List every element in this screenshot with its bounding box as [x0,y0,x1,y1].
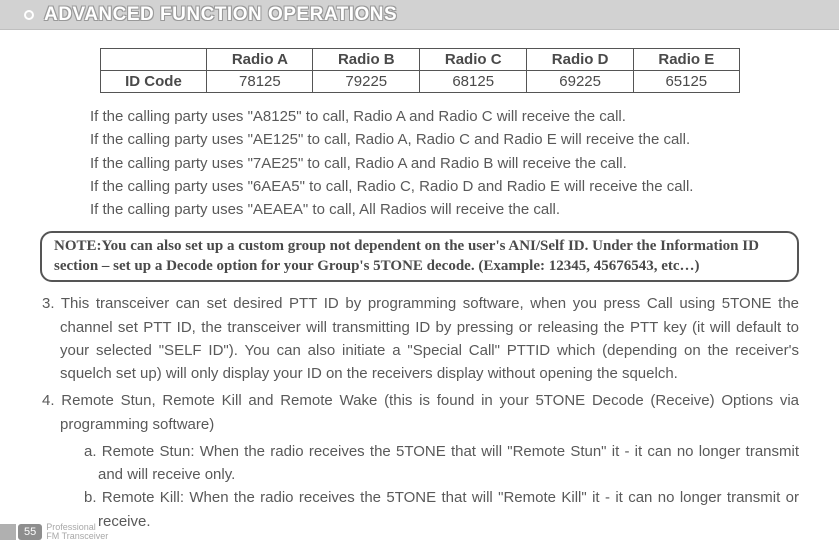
footer-text: Professional FM Transceiver [46,523,108,541]
header-bullet-icon [24,10,34,20]
row-label: ID Code [100,71,207,93]
sub-num: a. [84,443,97,460]
paragraph-3: This transceiver can set desired PTT ID … [60,295,799,382]
table-cell: 69225 [527,71,634,93]
call-line: If the calling party uses "6AEA5" to cal… [90,175,805,198]
col-header: Radio A [207,49,313,71]
call-line: If the calling party uses "AE125" to cal… [90,128,805,151]
col-header: Radio E [634,49,739,71]
page-title: ADVANCED FUNCTION OPERATIONS [44,4,397,26]
sub-num: b. [84,489,97,506]
table-cell: 65125 [634,71,739,93]
col-header: Radio B [313,49,420,71]
table-cell: 79225 [313,71,420,93]
footer-line2: FM Transceiver [46,532,108,541]
sub-b: Remote Kill: When the radio receives the… [98,489,799,529]
footer-accent-icon [0,524,16,540]
table-cell: 78125 [207,71,313,93]
note-box: NOTE:You can also set up a custom group … [40,231,799,282]
list-num: 3. [42,295,55,312]
call-line: If the calling party uses "A8125" to cal… [90,105,805,128]
table-cell: 68125 [420,71,527,93]
content-area: Radio A Radio B Radio C Radio D Radio E … [0,30,839,533]
table-corner [100,49,207,71]
footer: 55 Professional FM Transceiver [0,523,108,541]
page-number: 55 [18,524,42,540]
call-line: If the calling party uses "7AE25" to cal… [90,152,805,175]
header-bar: ADVANCED FUNCTION OPERATIONS [0,0,839,30]
call-line: If the calling party uses "AEAEA" to cal… [90,198,805,221]
call-examples: If the calling party uses "A8125" to cal… [90,105,805,221]
col-header: Radio C [420,49,527,71]
id-code-table: Radio A Radio B Radio C Radio D Radio E … [100,48,740,93]
col-header: Radio D [527,49,634,71]
sub-a: Remote Stun: When the radio receives the… [98,443,799,483]
paragraph-4: Remote Stun, Remote Kill and Remote Wake… [60,392,799,432]
list-num: 4. [42,392,55,409]
body-text: 3. This transceiver can set desired PTT … [40,292,799,533]
